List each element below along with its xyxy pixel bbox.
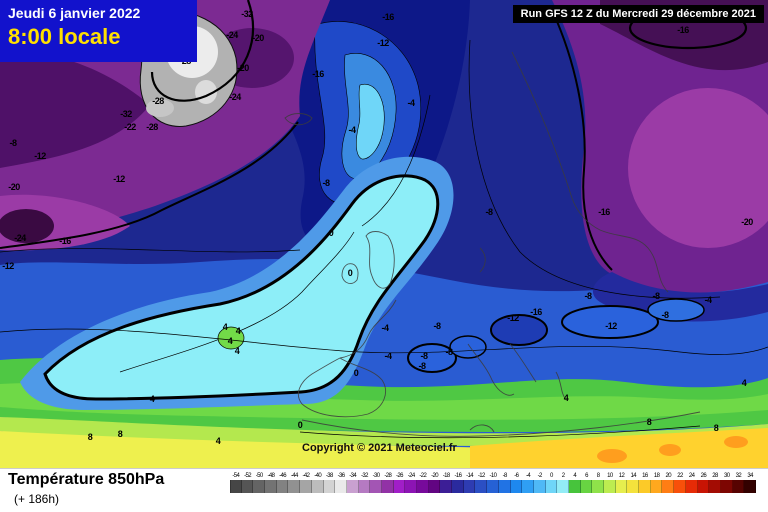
legend-cell: -4 [522, 472, 534, 493]
legend-cell: -22 [417, 472, 429, 493]
copyright-text: Copyright © 2021 Meteociel.fr [302, 442, 457, 454]
legend-cell: -38 [323, 472, 336, 493]
legend-cell: -2 [533, 472, 546, 493]
legend-cell: -36 [335, 472, 347, 493]
legend-cell: -20 [428, 472, 441, 493]
legend-cell: -24 [405, 472, 417, 493]
run-info-box: Run GFS 12 Z du Mercredi 29 décembre 202… [512, 5, 764, 23]
legend-cell: 12 [615, 472, 628, 493]
legend-cell: 14 [627, 472, 640, 493]
legend-cell: -16 [452, 472, 464, 493]
parameter-title: Température 850hPa [8, 471, 165, 488]
temperature-map-canvas [0, 0, 768, 468]
validity-box: Jeudi 6 janvier 2022 8:00 locale [0, 0, 197, 62]
legend-strip: Température 850hPa (+ 186h) -54 -52 -50 -48… [0, 468, 768, 512]
temperature-fill-regions [0, 0, 768, 468]
legend-cell: -30 [370, 472, 382, 493]
legend-cell: 30 [720, 472, 733, 493]
legend-cell: -14 [463, 472, 476, 493]
forecast-lead-time: (+ 186h) [14, 492, 60, 506]
legend-cell: -48 [265, 472, 277, 493]
legend-cell: -12 [475, 472, 488, 493]
legend-cell: -18 [440, 472, 453, 493]
legend-cell: -8 [498, 472, 511, 493]
legend-cell: 2 [557, 472, 569, 493]
legend-cell: 10 [604, 472, 616, 493]
legend-cell: 20 [662, 472, 675, 493]
coastlines [284, 51, 701, 437]
legend-cell: -44 [288, 472, 301, 493]
legend-cell: -50 [253, 472, 266, 493]
legend-cell: -6 [510, 472, 523, 493]
legend-cell: 8 [592, 472, 604, 493]
legend-cell: 4 [568, 472, 581, 493]
validity-date: Jeudi 6 janvier 2022 [8, 5, 141, 21]
legend-cell: -34 [346, 472, 359, 493]
validity-time: 8:00 locale [8, 24, 121, 49]
legend-cell: 6 [580, 472, 593, 493]
legend-cell: 22 [674, 472, 686, 493]
legend-cell: 0 [545, 472, 558, 493]
legend-cell: 28 [709, 472, 721, 493]
legend-cell: -10 [487, 472, 499, 493]
legend-cell: -42 [300, 472, 312, 493]
legend-cell: 26 [697, 472, 710, 493]
legend-cell: -28 [381, 472, 394, 493]
legend-cell: -32 [358, 472, 371, 493]
legend-cell: 34 [744, 472, 756, 493]
legend-cell: 24 [685, 472, 698, 493]
legend-cell: -40 [311, 472, 324, 493]
legend-cell: -46 [276, 472, 289, 493]
legend-cell: 18 [650, 472, 663, 493]
legend-cell: 32 [732, 472, 745, 493]
legend-cell: -54 [230, 472, 242, 493]
legend-cell: 16 [639, 472, 651, 493]
legend-cell: -52 [241, 472, 254, 493]
legend-cell: -26 [393, 472, 406, 493]
legend-cells: -54 -52 -50 -48 -46 -44 -42 -40 -38 -36 -34 -32 -30-… [230, 472, 756, 493]
